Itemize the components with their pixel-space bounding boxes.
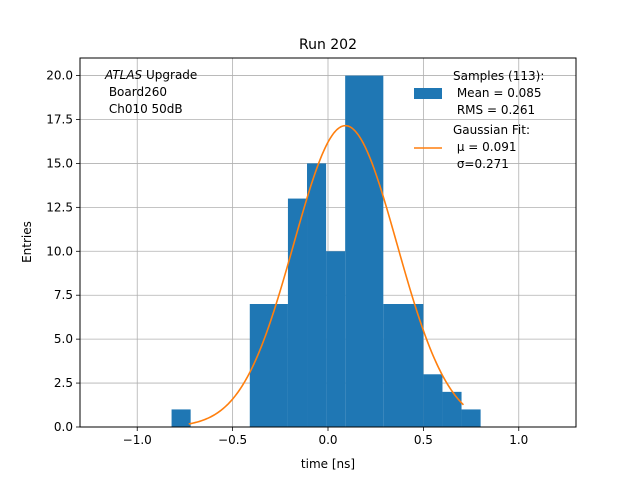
x-axis-ticks: −1.0 −0.5 0.0 0.5 1.0 xyxy=(123,427,528,447)
y-tick-label-5: 12.5 xyxy=(46,200,73,214)
y-axis-ticks: 0.0 2.5 5.0 7.5 10.0 12.5 15.0 17.5 20.0 xyxy=(46,69,80,434)
histogram-bar-5 xyxy=(345,75,384,428)
legend-fit-line-1: Gaussian Fit: xyxy=(453,123,530,137)
x-tick-label-1: −0.5 xyxy=(218,433,247,447)
legend-fit-line-2: μ = 0.091 xyxy=(453,140,517,154)
y-tick-label-2: 5.0 xyxy=(54,332,73,346)
histogram-bar-9 xyxy=(461,409,481,427)
histogram-bar-6 xyxy=(383,304,424,427)
legend-samples-line-2: Mean = 0.085 xyxy=(453,86,542,100)
legend-samples-line-3: RMS = 0.261 xyxy=(453,103,535,117)
x-tick-label-0: −1.0 xyxy=(123,433,152,447)
y-tick-label-4: 10.0 xyxy=(46,244,73,258)
y-tick-label-6: 15.0 xyxy=(46,156,73,170)
y-tick-label-8: 20.0 xyxy=(46,69,73,83)
annotation-atlas-word: ATLAS xyxy=(104,68,143,82)
legend-samples-patch xyxy=(414,88,442,99)
legend-samples-line-1: Samples (113): xyxy=(453,69,544,83)
histogram-bar-4 xyxy=(326,251,346,427)
x-axis-label: time [ns] xyxy=(301,457,355,471)
histogram-bar-1 xyxy=(249,304,288,427)
histogram-bars xyxy=(171,75,481,428)
chart-title: Run 202 xyxy=(299,37,357,53)
legend: Samples (113): Mean = 0.085 RMS = 0.261 … xyxy=(414,69,544,171)
y-tick-label-0: 0.0 xyxy=(54,420,73,434)
histogram-bar-2 xyxy=(287,198,308,427)
histogram-bar-0 xyxy=(171,409,191,427)
info-annotation: ATLAS Upgrade Board260 Ch010 50dB xyxy=(104,68,197,116)
gaussian-fit-curve xyxy=(188,124,465,425)
histogram-bar-7 xyxy=(423,374,443,427)
histogram-bar-3 xyxy=(307,163,327,427)
annotation-line-3: Ch010 50dB xyxy=(105,102,183,116)
y-tick-label-1: 2.5 xyxy=(54,376,73,390)
x-tick-label-4: 1.0 xyxy=(509,433,528,447)
annotation-line-2: Board260 xyxy=(105,85,167,99)
x-tick-label-3: 0.5 xyxy=(414,433,433,447)
y-tick-label-3: 7.5 xyxy=(54,288,73,302)
x-tick-label-2: 0.0 xyxy=(318,433,337,447)
y-axis-label: Entries xyxy=(20,221,34,263)
legend-fit-line-3: σ=0.271 xyxy=(453,157,509,171)
histogram-bar-8 xyxy=(442,391,462,427)
annotation-line-1: ATLAS Upgrade xyxy=(104,68,197,82)
annotation-atlas-rest: Upgrade xyxy=(142,68,197,82)
y-tick-label-7: 17.5 xyxy=(46,113,73,127)
